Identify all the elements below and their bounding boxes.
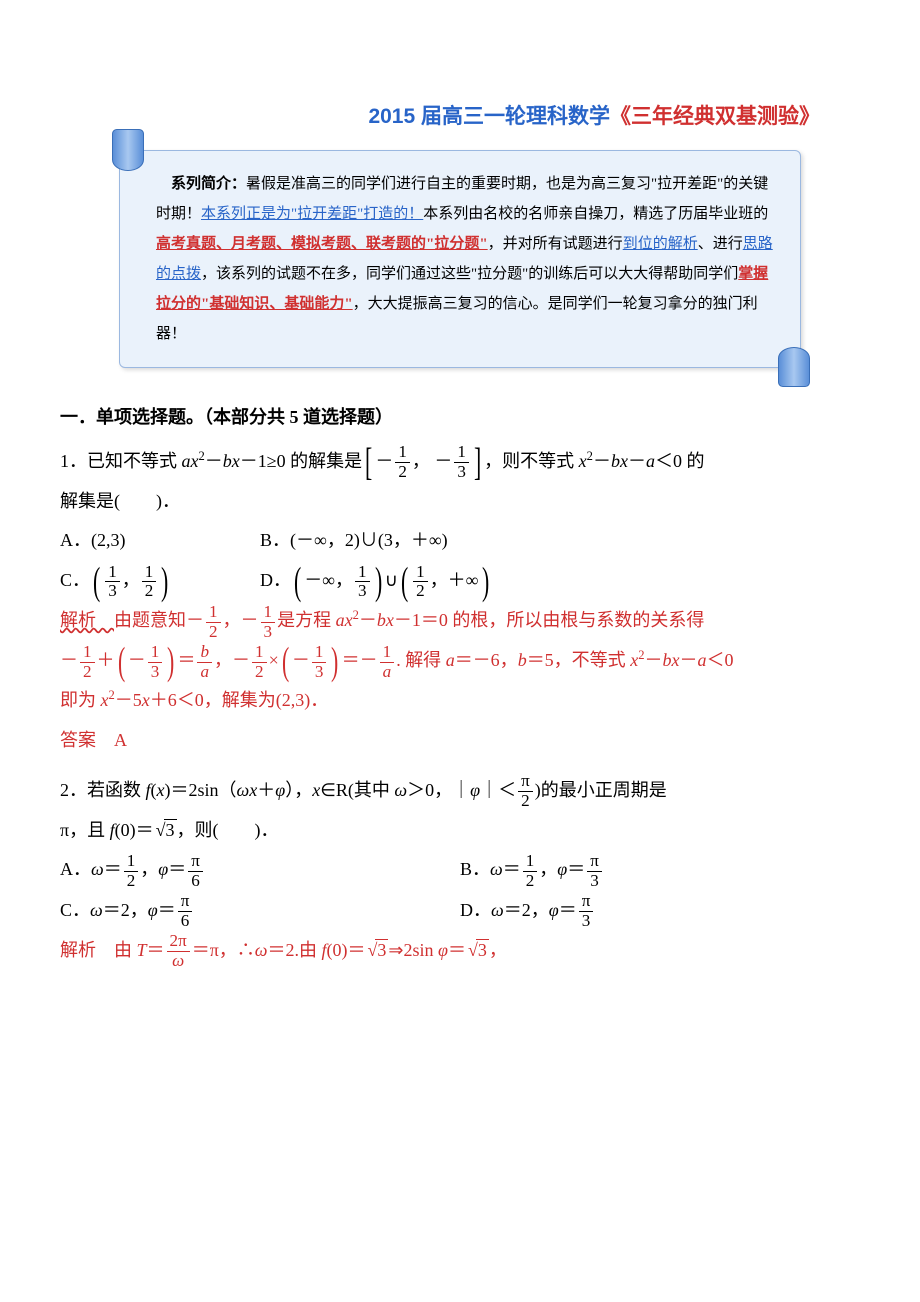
title-subtitle: 《三年经典双基测验》 <box>610 104 820 128</box>
q2-option-b: B．ω＝12，φ＝π3 <box>460 850 860 890</box>
q1-options-row2: C．(13，12) D．(－∞，13)∪(12，＋∞) <box>60 561 860 601</box>
q2-option-d: D．ω＝2，φ＝π3 <box>460 891 860 931</box>
question-2: 2．若函数 f(x)＝2sin（ωx＋φ），x∈R(其中 ω＞0，｜φ｜＜π2)… <box>60 771 860 971</box>
q1-stem: 1．已知不等式 ax2－bx－1≥0 的解集是[－12， －13]，则不等式 x… <box>60 442 860 482</box>
section-1-title: 一．单项选择题。（本部分共 5 道选择题） <box>60 398 860 438</box>
q1-solution: 解析 由题意知－12，－13是方程 ax2－bx－1＝0 的根，所以由根与系数的… <box>60 601 860 641</box>
document-title: 2015 届高三一轮理科数学《三年经典双基测验》 <box>60 100 860 130</box>
q2-option-a: A．ω＝12，φ＝π6 <box>60 850 460 890</box>
intro-text: 系列简介：暑假是准高三的同学们进行自主的重要时期，也是为高三复习"拉开差距"的关… <box>156 176 773 342</box>
q2-stem-line2: π，且 f(0)＝3，则( )． <box>60 811 860 851</box>
q1-stem-line2: 解集是( )． <box>60 482 860 522</box>
q2-stem: 2．若函数 f(x)＝2sin（ωx＋φ），x∈R(其中 ω＞0，｜φ｜＜π2)… <box>60 771 860 811</box>
intro-label: 系列简介： <box>171 176 246 192</box>
q1-option-a: A．(2,3) <box>60 521 260 561</box>
title-main: 2015 届高三一轮理科数学 <box>368 105 610 128</box>
scroll-ornament-bottom <box>778 347 810 387</box>
q2-option-c: C．ω＝2，φ＝π6 <box>60 891 460 931</box>
q1-answer: 答案 A <box>60 721 860 761</box>
q2-options-row1: A．ω＝12，φ＝π6 B．ω＝12，φ＝π3 <box>60 850 860 890</box>
q2-solution: 解析 由 T＝2πω＝π，∴ω＝2.由 f(0)＝3⇒2sin φ＝3， <box>60 931 860 971</box>
q1-options-row1: A．(2,3) B．(－∞，2)∪(3，＋∞) <box>60 521 860 561</box>
scroll-ornament-top <box>112 129 144 171</box>
q1-solution-line3: 即为 x2－5x＋6＜0，解集为(2,3)． <box>60 681 860 721</box>
content-body: 一．单项选择题。（本部分共 5 道选择题） 1．已知不等式 ax2－bx－1≥0… <box>60 398 860 971</box>
question-1: 1．已知不等式 ax2－bx－1≥0 的解集是[－12， －13]，则不等式 x… <box>60 442 860 761</box>
q2-options-row2: C．ω＝2，φ＝π6 D．ω＝2，φ＝π3 <box>60 891 860 931</box>
q1-option-c: C．(13，12) <box>60 561 260 601</box>
intro-scroll-box: 系列简介：暑假是准高三的同学们进行自主的重要时期，也是为高三复习"拉开差距"的关… <box>119 150 801 368</box>
q1-solution-line2: －12＋(－13)＝ba，－12×(－13)＝－1a. 解得 a＝－6，b＝5，… <box>60 641 860 681</box>
q1-option-b: B．(－∞，2)∪(3，＋∞) <box>260 521 860 561</box>
q1-option-d: D．(－∞，13)∪(12，＋∞) <box>260 561 860 601</box>
